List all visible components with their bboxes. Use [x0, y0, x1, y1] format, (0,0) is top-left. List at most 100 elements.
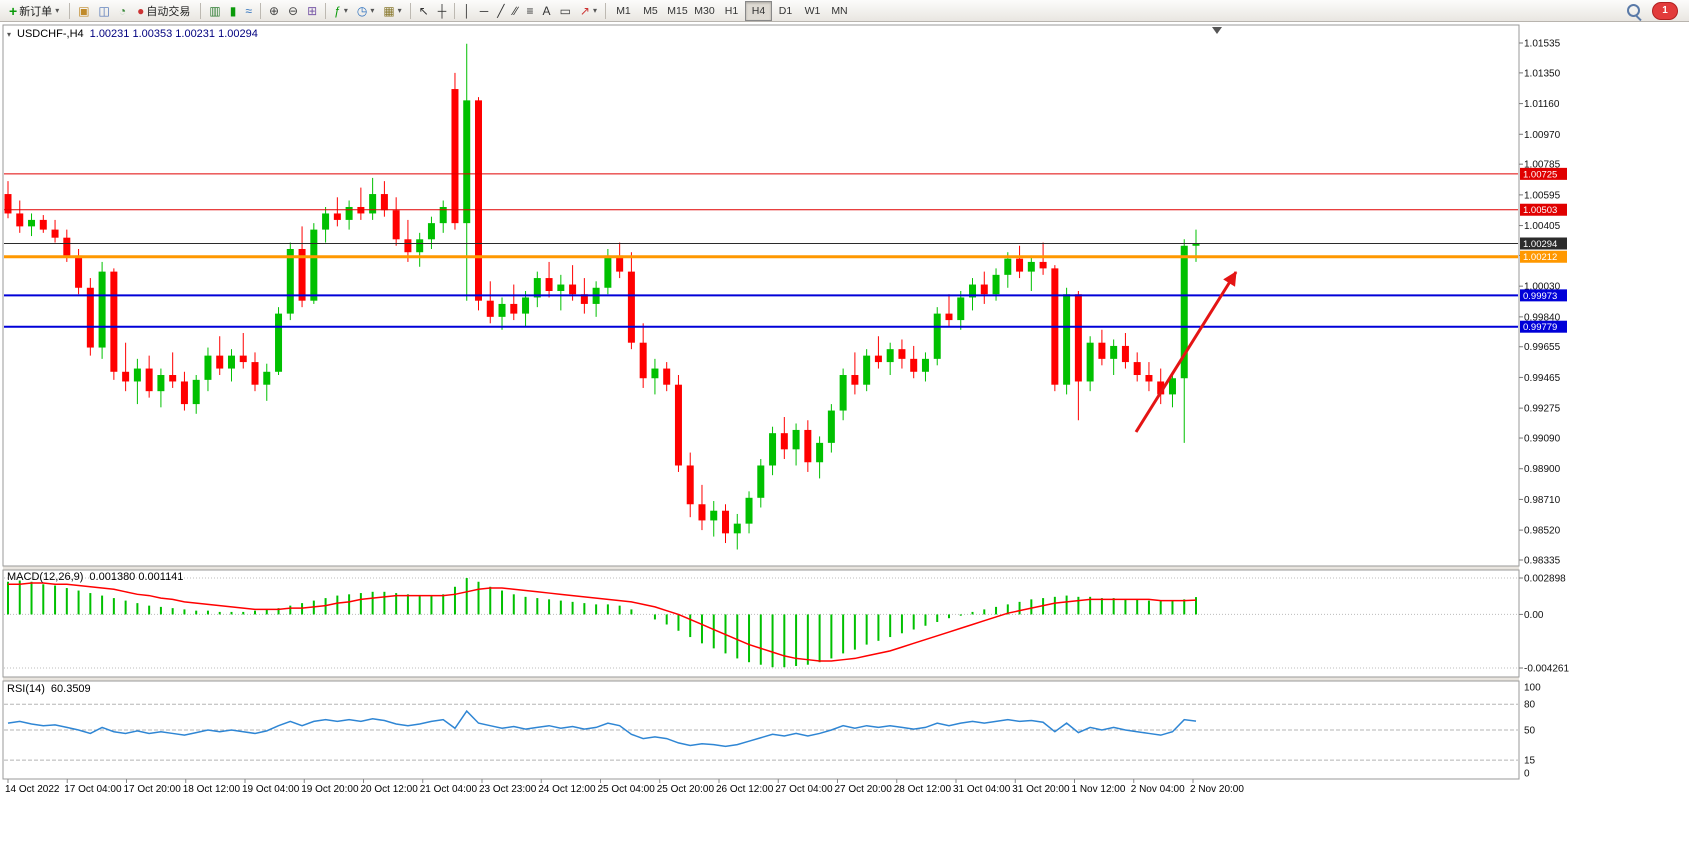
- line-chart-button[interactable]: ≈: [241, 1, 256, 21]
- price-axis[interactable]: 1.01535 1.01350 1.01160 1.00970 1.00785 1.005…: [1519, 39, 1561, 567]
- time-axis-label: 14 Oct 2022: [5, 784, 60, 795]
- rsi-info-label: RSI(14) 60.3509: [7, 683, 91, 695]
- arrows-button[interactable]: ↗ ▾: [576, 1, 601, 21]
- candle-body: [227, 355, 235, 369]
- timeframe-mn-button[interactable]: MN: [826, 1, 853, 21]
- candle-body: [816, 442, 824, 463]
- price-axis-label: 1.00970: [1524, 130, 1561, 141]
- panel-splitter[interactable]: [3, 677, 1519, 681]
- candle-body: [1121, 345, 1129, 363]
- toolbar-separator: [454, 2, 456, 19]
- text-label-button[interactable]: ▭: [556, 1, 575, 21]
- data-window-button[interactable]: ◔: [115, 1, 130, 21]
- time-axis[interactable]: 14 Oct 2022 17 Oct 04:00 17 Oct 20:00 18 Oc…: [5, 779, 1244, 795]
- time-axis-label: 25 Oct 04:00: [598, 784, 656, 795]
- candle-body: [16, 213, 24, 227]
- candle-body: [804, 429, 812, 463]
- timeframe-h4-button[interactable]: H4: [744, 0, 772, 21]
- text-button[interactable]: A: [539, 1, 555, 21]
- chart-symbol-period: USDCHF-,H4: [17, 28, 84, 40]
- price-tag: [1520, 320, 1567, 333]
- candle-body: [498, 303, 506, 317]
- candle-body: [533, 278, 541, 298]
- price-axis-label: 0.98710: [1524, 495, 1561, 506]
- search-icon: [1627, 4, 1640, 17]
- timeframe-w1-button[interactable]: W1: [799, 1, 826, 21]
- candle-body: [1004, 258, 1012, 275]
- price-tag-label: 1.00294: [1523, 239, 1557, 250]
- new-order-plus-icon: +: [9, 2, 18, 19]
- fibonacci-button[interactable]: ≡: [523, 1, 538, 21]
- candle-body: [557, 284, 565, 291]
- notification-badge[interactable]: 1: [1652, 1, 1678, 20]
- indicators-button[interactable]: ƒ ▾: [330, 1, 352, 21]
- panel-splitter[interactable]: [3, 566, 1519, 570]
- chart-info-label: ▾ USDCHF-,H4 1.00231 1.00353 1.00231 1.0…: [7, 28, 258, 40]
- channel-button[interactable]: ∕∕: [510, 1, 522, 21]
- tile-windows-icon: ⊞: [307, 3, 318, 18]
- candle-body: [663, 368, 671, 385]
- candle-body: [1039, 261, 1047, 269]
- crosshair-button[interactable]: ┼: [434, 1, 451, 21]
- timeframe-m5-button[interactable]: M5: [637, 1, 664, 21]
- autotrading-icon: ●: [137, 3, 145, 18]
- candle-body: [4, 194, 12, 214]
- tile-windows-button[interactable]: ⊞: [303, 1, 321, 21]
- vertical-line-button[interactable]: │: [459, 1, 475, 21]
- price-tag: [1520, 237, 1567, 250]
- candle-body: [310, 229, 318, 301]
- candle-body: [28, 219, 36, 227]
- search-button[interactable]: [1623, 1, 1644, 21]
- price-axis-label: 0.98900: [1524, 464, 1561, 475]
- candle-body: [839, 375, 847, 411]
- trend-arrow-annotation[interactable]: [1134, 271, 1238, 433]
- trendline-button[interactable]: ╱: [493, 1, 508, 21]
- candlestick-chart-button[interactable]: ▮: [226, 1, 241, 21]
- rsi-axis-label: 0: [1524, 769, 1530, 780]
- candle-body: [1016, 258, 1024, 272]
- price-tag: [1520, 167, 1567, 180]
- candle-body: [86, 287, 94, 348]
- periods-clock-icon: ◷: [356, 3, 368, 18]
- macd-signal-line: [8, 582, 1197, 662]
- candle-body: [416, 239, 424, 253]
- timeframe-m30-button[interactable]: M30: [691, 1, 718, 21]
- time-axis-label: 19 Oct 20:00: [301, 784, 359, 795]
- timeframe-h1-button[interactable]: H1: [718, 1, 745, 21]
- candle-body: [451, 89, 459, 224]
- chart-menu-caret-icon[interactable]: ▾: [7, 29, 12, 39]
- zoom-out-button[interactable]: ⊖: [284, 1, 302, 21]
- candle-body: [345, 206, 353, 220]
- candle-body: [545, 278, 553, 291]
- timeframe-m15-button[interactable]: M15: [664, 1, 691, 21]
- time-axis-label: 26 Oct 12:00: [716, 784, 774, 795]
- candle-body: [1098, 342, 1106, 359]
- new-order-button[interactable]: + 新订单 ▾: [3, 1, 65, 21]
- candle-body: [1157, 381, 1165, 395]
- periods-button[interactable]: ◷ ▾: [353, 1, 379, 21]
- profiles-button[interactable]: ◫: [95, 1, 114, 21]
- charts-cascade-button[interactable]: ▣: [74, 1, 93, 21]
- candle-body: [239, 355, 247, 363]
- bar-chart-button[interactable]: ▥: [205, 1, 224, 21]
- candle-body: [510, 303, 518, 314]
- timeframe-d1-button[interactable]: D1: [772, 1, 799, 21]
- candle-body: [192, 379, 200, 405]
- macd-axis-label: -0.004261: [1524, 664, 1569, 675]
- candle-body: [792, 429, 800, 450]
- horizontal-line-button[interactable]: ─: [476, 1, 493, 21]
- candle-body: [639, 342, 647, 379]
- candle-body: [133, 368, 141, 382]
- timeframe-m1-button[interactable]: M1: [610, 1, 637, 21]
- autotrading-button[interactable]: ● 自动交易: [131, 1, 196, 21]
- templates-button[interactable]: ▦ ▾: [379, 1, 405, 21]
- toolbar-separator: [604, 2, 606, 19]
- zoom-in-button[interactable]: ⊕: [265, 1, 283, 21]
- cursor-button[interactable]: ↖: [415, 1, 433, 21]
- macd-axis-label: 0.00: [1524, 610, 1544, 621]
- rsi-axis-label: 80: [1524, 700, 1536, 711]
- rsi-axis-label: 100: [1524, 683, 1541, 694]
- price-axis-label: 1.00785: [1524, 160, 1561, 171]
- candle-body: [580, 294, 588, 304]
